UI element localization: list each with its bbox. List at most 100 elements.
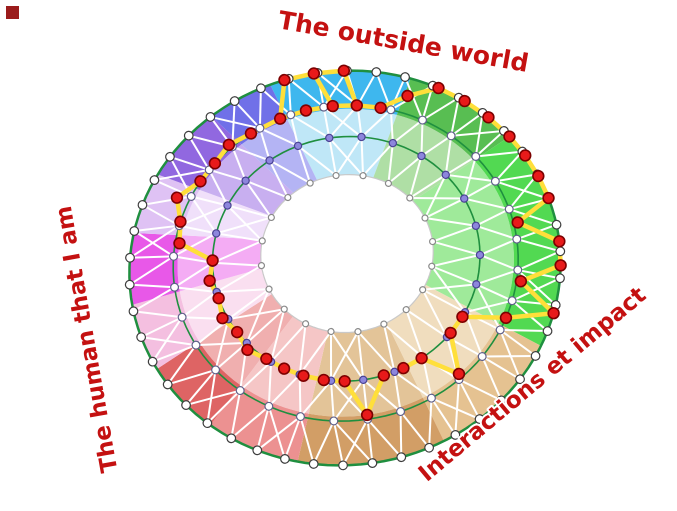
mesh-line	[259, 127, 299, 147]
mesh-line	[421, 289, 448, 338]
red-node	[206, 254, 219, 267]
ring-node	[359, 375, 368, 385]
mesh-line	[399, 410, 430, 449]
ring-node	[428, 262, 436, 270]
ring-node	[380, 320, 388, 328]
mesh-line	[267, 406, 286, 460]
mesh-line	[475, 283, 513, 302]
mesh-line	[227, 204, 272, 219]
red-node	[299, 104, 313, 117]
ring-node	[390, 367, 399, 377]
ring-node	[530, 351, 541, 361]
red-node	[350, 99, 363, 112]
red-node	[452, 367, 466, 381]
red-node	[230, 325, 244, 339]
ring-node	[129, 226, 140, 236]
mesh-line	[269, 159, 311, 184]
red-node	[203, 274, 216, 287]
mesh-line	[475, 208, 510, 227]
mesh-line	[458, 379, 481, 420]
ring-node	[124, 279, 135, 290]
mesh-line	[129, 255, 174, 259]
mesh-line	[421, 96, 460, 121]
mesh-line	[357, 330, 396, 373]
mesh-line	[268, 159, 289, 198]
ring-node	[450, 430, 461, 440]
mesh-line	[245, 179, 289, 199]
mesh-line	[185, 369, 217, 406]
ring-node	[226, 433, 237, 444]
mesh-line	[422, 283, 477, 291]
ring-node	[255, 123, 265, 133]
mesh-line	[174, 261, 214, 289]
ring-node	[235, 386, 245, 396]
mesh-line	[228, 308, 285, 321]
mesh-line	[431, 265, 477, 286]
mesh-line	[474, 112, 484, 157]
sector-inner-band	[241, 119, 318, 193]
mesh-line	[297, 145, 337, 177]
mesh-line	[216, 264, 262, 293]
mesh-line	[152, 344, 197, 363]
mesh-line	[129, 255, 175, 286]
ring-node	[471, 221, 481, 230]
ring-node	[229, 96, 240, 106]
mesh-line	[463, 180, 496, 200]
mesh-line	[268, 373, 301, 408]
mesh-line	[298, 330, 332, 376]
mesh-line	[328, 137, 338, 176]
ring-node	[191, 340, 201, 350]
mesh-line	[216, 288, 270, 293]
ring-node	[136, 332, 147, 343]
red-node	[499, 311, 513, 325]
yellow-edge	[277, 77, 287, 121]
ring-node	[472, 280, 481, 289]
mesh-line	[450, 97, 460, 137]
mesh-line	[342, 418, 369, 466]
mesh-line	[424, 174, 447, 219]
ring-node	[386, 105, 396, 115]
ring-node	[186, 191, 196, 201]
mesh-line	[231, 100, 236, 147]
ring-node	[181, 400, 191, 410]
mesh-line	[409, 173, 447, 199]
ring-node	[293, 141, 303, 151]
mesh-line	[154, 168, 210, 182]
mesh-line	[405, 309, 424, 358]
mesh-line	[256, 415, 302, 452]
mesh-line	[178, 224, 217, 235]
red-node	[208, 157, 222, 170]
mesh-line	[212, 239, 263, 264]
ring-node	[406, 194, 414, 202]
red-node	[444, 326, 457, 340]
ring-node	[280, 305, 288, 313]
ring-node	[177, 312, 187, 322]
ring-node	[474, 414, 485, 424]
red-node	[297, 369, 310, 382]
mesh-line	[387, 142, 394, 184]
red-node	[273, 112, 287, 125]
mesh-line	[298, 323, 307, 375]
red-node	[514, 275, 528, 288]
ring-node	[400, 72, 410, 82]
mesh-line	[283, 416, 302, 460]
mesh-lines	[129, 70, 561, 466]
ring-node	[402, 306, 410, 314]
ring-node	[513, 265, 523, 275]
red-node	[542, 191, 555, 205]
mesh-line	[134, 224, 180, 232]
ring-node	[308, 459, 319, 469]
mesh-line	[512, 299, 556, 306]
mesh-line	[132, 286, 176, 313]
ring-node	[512, 234, 522, 244]
ring-node	[426, 393, 436, 403]
ring-node	[542, 326, 553, 336]
mesh-line	[475, 283, 502, 331]
ring-node	[264, 401, 274, 411]
red-node	[554, 259, 567, 272]
mesh-line	[239, 361, 272, 392]
sector-outer-band	[396, 78, 510, 161]
mesh-line	[167, 368, 216, 386]
ring-node	[162, 379, 173, 390]
mesh-line	[431, 397, 480, 420]
